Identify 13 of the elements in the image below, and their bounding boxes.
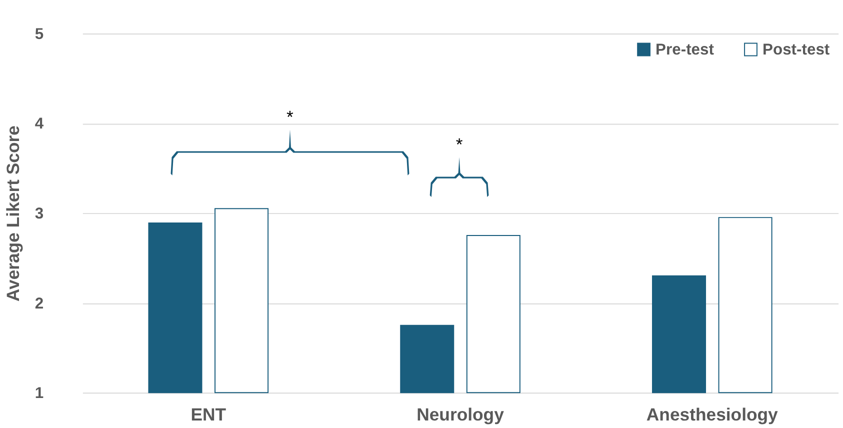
y-tick-label: 1 [34, 385, 44, 402]
y-tick-label: 3 [34, 205, 44, 222]
y-tick-label: 5 [34, 26, 44, 43]
legend-label: Pre-test [656, 41, 715, 58]
y-tick-label: 2 [34, 295, 44, 312]
legend-label: Post-test [762, 41, 830, 58]
x-tick-label: ENT [190, 404, 226, 425]
x-tick-label: Neurology [416, 404, 504, 425]
y-tick-label: 4 [34, 116, 44, 133]
annotation: * [456, 134, 463, 154]
annotation: * [286, 106, 294, 127]
x-tick-label: Anesthesiology [646, 404, 778, 425]
y-axis-title: Average Likert Score [3, 125, 24, 302]
